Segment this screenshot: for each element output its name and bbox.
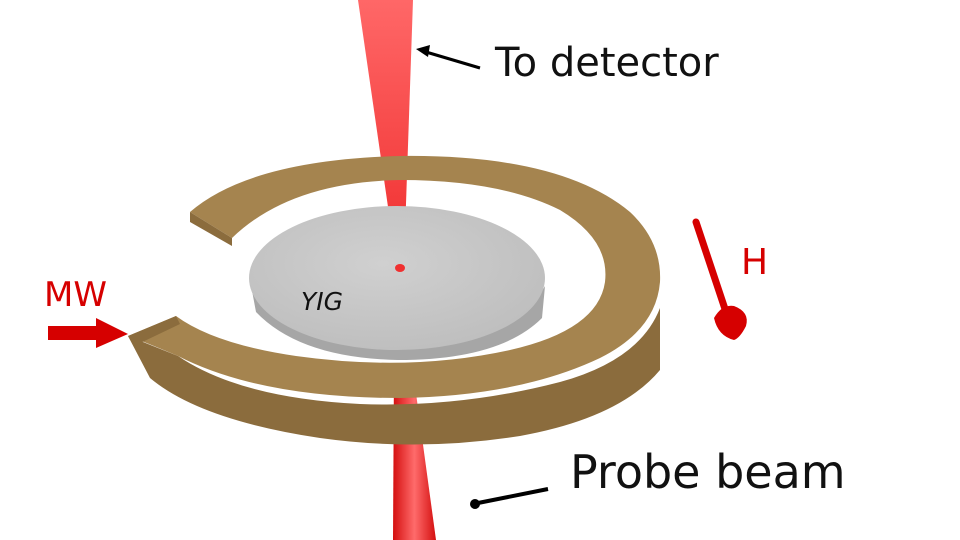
resonator-side: [128, 308, 660, 445]
h-field-label: H: [741, 242, 768, 283]
mw-arrow: [48, 318, 128, 348]
ring-gap-end-lower: [128, 316, 180, 346]
field-vector-shaft: [692, 218, 732, 322]
detector-pointer-line: [425, 50, 481, 70]
ring-gap-end-upper: [190, 212, 232, 246]
field-vector-head: [714, 305, 747, 340]
probe-pointer-line: [477, 487, 549, 505]
yig-label: YIG: [301, 287, 343, 316]
to-detector-label: To detector: [494, 40, 719, 86]
beam-spot: [395, 264, 405, 272]
probe-beam-label: Probe beam: [570, 445, 846, 499]
beam-upper: [358, 0, 413, 262]
yig-disk: [249, 206, 545, 350]
probe-pointer-dot: [470, 499, 480, 509]
mw-label: MW: [44, 275, 107, 315]
detector-pointer-arrowhead: [416, 45, 430, 57]
